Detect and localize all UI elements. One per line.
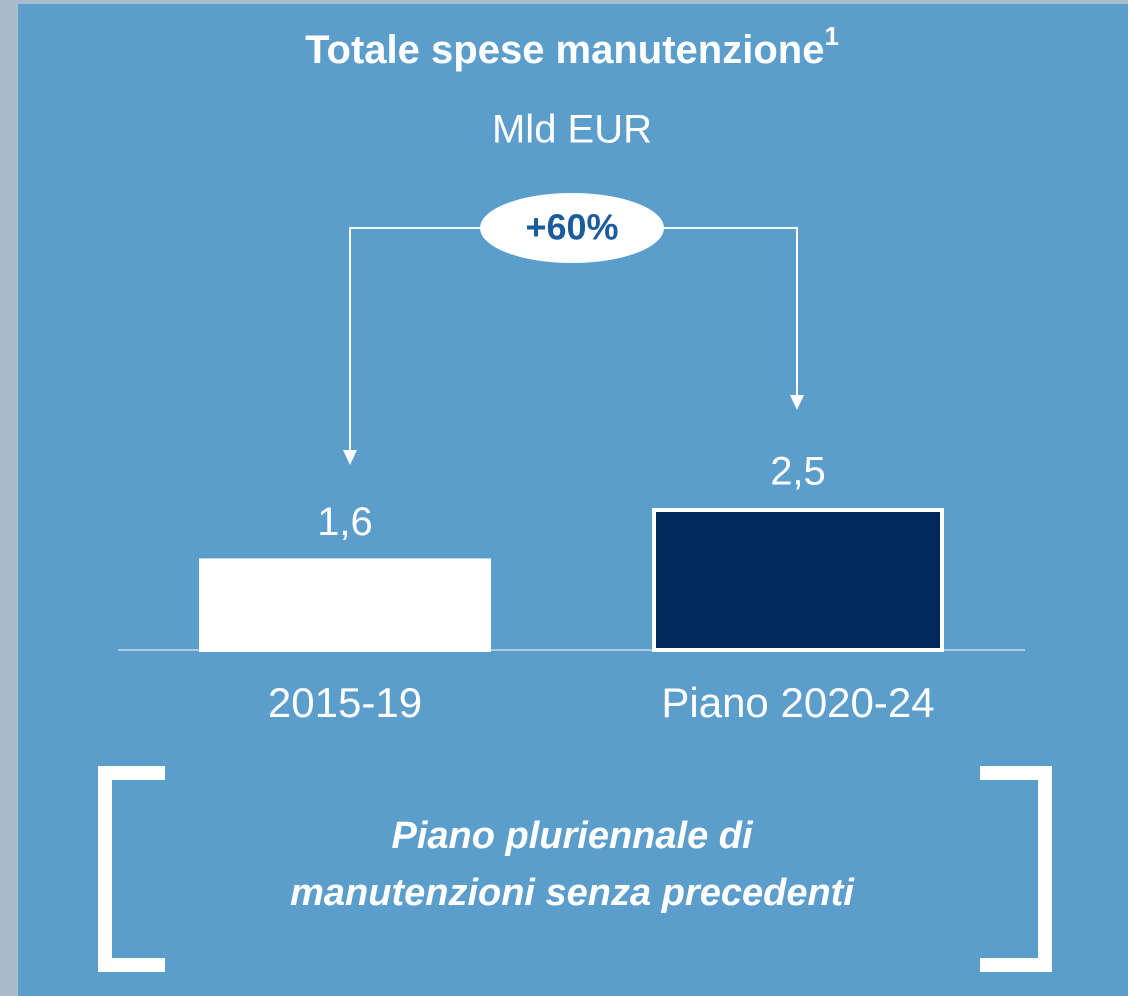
value-label: 2,5 [770, 450, 826, 494]
x-tick-label: 2015-19 [268, 679, 422, 726]
x-tick-label: Piano 2020-24 [661, 679, 934, 726]
title-text: Totale spese manutenzione [305, 28, 824, 72]
chart: Totale spese manutenzione1 Mld EUR +60% … [0, 0, 1128, 996]
annotation: +60% [525, 207, 618, 248]
chart-title: Totale spese manutenzione1 [305, 21, 839, 72]
chart-subtitle: Mld EUR [492, 108, 652, 152]
footer-line: Piano pluriennale di [391, 815, 753, 857]
bar [654, 510, 942, 650]
footer-line: manutenzioni senza precedenti [290, 872, 855, 914]
page: {"chart_data": { "type": "bar", "title":… [0, 0, 1128, 996]
value-label: 1,6 [317, 500, 373, 544]
title-superscript: 1 [824, 21, 838, 51]
bar [201, 560, 489, 650]
